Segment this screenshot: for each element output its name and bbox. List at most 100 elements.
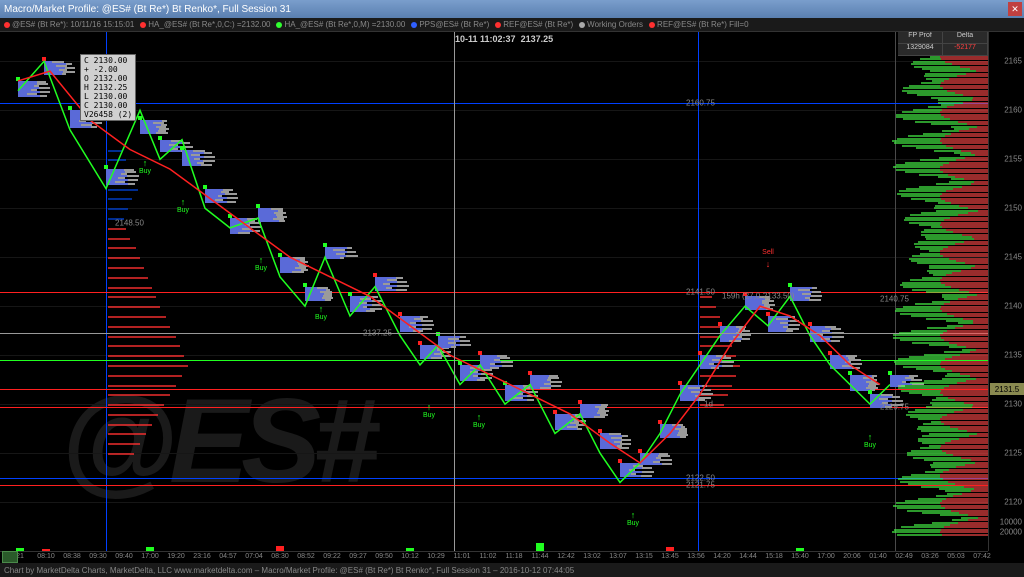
reference-line	[0, 389, 988, 390]
y-tick: 2165	[1004, 57, 1022, 66]
gridline	[0, 257, 988, 258]
x-tick: 08:10	[37, 553, 55, 560]
gridline	[0, 208, 988, 209]
reference-line	[0, 478, 988, 479]
y-tick-vol: 10000	[1000, 518, 1022, 527]
y-tick: 2140	[1004, 302, 1022, 311]
indicator-item[interactable]: Working Orders	[579, 20, 643, 29]
x-tick: 10:12	[401, 553, 419, 560]
x-tick: 15:40	[791, 553, 809, 560]
x-tick: 08:30	[271, 553, 289, 560]
price-bar[interactable]	[140, 120, 169, 134]
price-label: 2160.75	[686, 98, 715, 107]
gridline	[0, 61, 988, 62]
price-bar[interactable]	[640, 453, 672, 465]
signal-label: Buy	[139, 168, 151, 175]
signal-arrow: ↓	[766, 259, 771, 269]
price-bar[interactable]	[680, 385, 713, 401]
x-tick: 13:07	[609, 553, 627, 560]
indicator-item[interactable]: REF@ES# (Bt Re*) Fill=0	[649, 20, 748, 29]
x-tick: 09:30	[89, 553, 107, 560]
x-tick: 13:45	[661, 553, 679, 560]
price-bar[interactable]	[400, 316, 434, 332]
y-tick: 2120	[1004, 498, 1022, 507]
y-tick: 2155	[1004, 155, 1022, 164]
x-axis: 2108:1008:3809:3009:4017:0019:2023:1604:…	[0, 551, 988, 563]
indicator-item[interactable]: HA_@ES# (Bt Re*,0,M) =2130.00	[276, 20, 405, 29]
signal-arrow: ↑	[477, 412, 482, 422]
signal-label: Sell	[762, 249, 774, 256]
x-tick: 11:18	[506, 553, 523, 560]
x-tick: 05:03	[947, 553, 965, 560]
price-label: 2137.25	[363, 329, 392, 338]
signal-label: Buy	[177, 207, 189, 214]
indicator-item[interactable]: REF@ES# (Bt Re*)	[495, 20, 573, 29]
signal-label: Buy	[315, 314, 327, 321]
x-tick: 02:49	[895, 553, 913, 560]
marketdelta-logo	[2, 551, 18, 563]
price-label: 2148.50	[115, 218, 144, 227]
signal-arrow: ↑	[319, 304, 324, 314]
y-highlight: 2131.5	[990, 383, 1024, 395]
header-timestamp: 10-11 11:02:37	[455, 34, 516, 44]
y-tick: 2150	[1004, 204, 1022, 213]
x-tick: 09:22	[323, 553, 341, 560]
price-bar[interactable]	[280, 257, 309, 273]
price-bar[interactable]	[182, 150, 215, 166]
price-bar[interactable]	[44, 61, 75, 75]
footprint-profile: FP ProfDelta1329084-52177	[898, 32, 988, 551]
status-bar: Chart by MarketDelta Charts, MarketDelta…	[0, 563, 1024, 577]
ohlc-tooltip: C 2130.00+ -2.00O 2132.00H 2132.25L 2130…	[80, 54, 136, 121]
y-tick-vol: 20000	[1000, 528, 1022, 537]
reference-line	[0, 292, 988, 293]
x-tick: 11:02	[480, 553, 497, 560]
price-bar[interactable]	[768, 316, 800, 332]
signal-label: Buy	[627, 520, 639, 527]
indicator-item[interactable]: @ES# (Bt Re*): 10/11/16 15:15:01	[4, 20, 134, 29]
price-bar[interactable]	[850, 375, 879, 391]
header-price: 2137.25	[521, 34, 554, 44]
x-tick: 12:42	[557, 553, 575, 560]
x-tick: 07:04	[245, 553, 263, 560]
x-tick: 08:38	[63, 553, 81, 560]
x-tick: 14:20	[713, 553, 731, 560]
price-bar[interactable]	[350, 296, 383, 312]
chart-area[interactable]: @ES# ↑Buy↑Buy↑Buy↑Buy↑Buy↑Buy↑Buy↓Sell↑B…	[0, 32, 988, 551]
x-tick: 09:50	[375, 553, 393, 560]
y-tick: 2135	[1004, 351, 1022, 360]
x-tick: 13:56	[687, 553, 705, 560]
x-tick: 11:44	[532, 553, 549, 560]
price-bar[interactable]	[205, 189, 238, 203]
titlebar[interactable]: Macro/Market Profile: @ES# (Bt Re*) Bt R…	[0, 0, 1024, 18]
price-bar[interactable]	[258, 208, 287, 222]
price-bar[interactable]	[305, 287, 333, 301]
price-bar[interactable]	[480, 355, 513, 369]
price-bar[interactable]	[600, 433, 631, 449]
price-bar[interactable]	[700, 355, 734, 369]
signal-label: Buy	[473, 422, 485, 429]
indicator-item[interactable]: PPS@ES# (Bt Re*)	[411, 20, 489, 29]
x-tick: 14:44	[739, 553, 757, 560]
price-bar[interactable]	[830, 355, 862, 369]
signal-arrow: ↑	[427, 402, 432, 412]
price-bar[interactable]	[106, 169, 139, 185]
price-bar[interactable]	[375, 277, 409, 291]
fp-val1: 1329084	[898, 44, 943, 55]
gridline	[0, 159, 988, 160]
x-tick: 19:20	[167, 553, 185, 560]
x-tick: 13:15	[635, 553, 653, 560]
x-tick: 15:18	[765, 553, 783, 560]
price-bar[interactable]	[325, 247, 358, 259]
signal-arrow: ↑	[143, 158, 148, 168]
close-button[interactable]: ✕	[1008, 2, 1022, 16]
price-bar[interactable]	[18, 81, 50, 97]
price-bar[interactable]	[530, 375, 562, 389]
x-tick: 03:26	[921, 553, 939, 560]
price-bar[interactable]	[580, 404, 609, 418]
price-bar[interactable]	[660, 424, 688, 438]
y-tick: 2125	[1004, 449, 1022, 458]
x-tick: 10:29	[427, 553, 445, 560]
indicator-item[interactable]: HA_@ES# (Bt Re*,0,C:) =2132.00	[140, 20, 270, 29]
crosshair-v	[454, 32, 455, 551]
signal-label: Buy	[255, 265, 267, 272]
